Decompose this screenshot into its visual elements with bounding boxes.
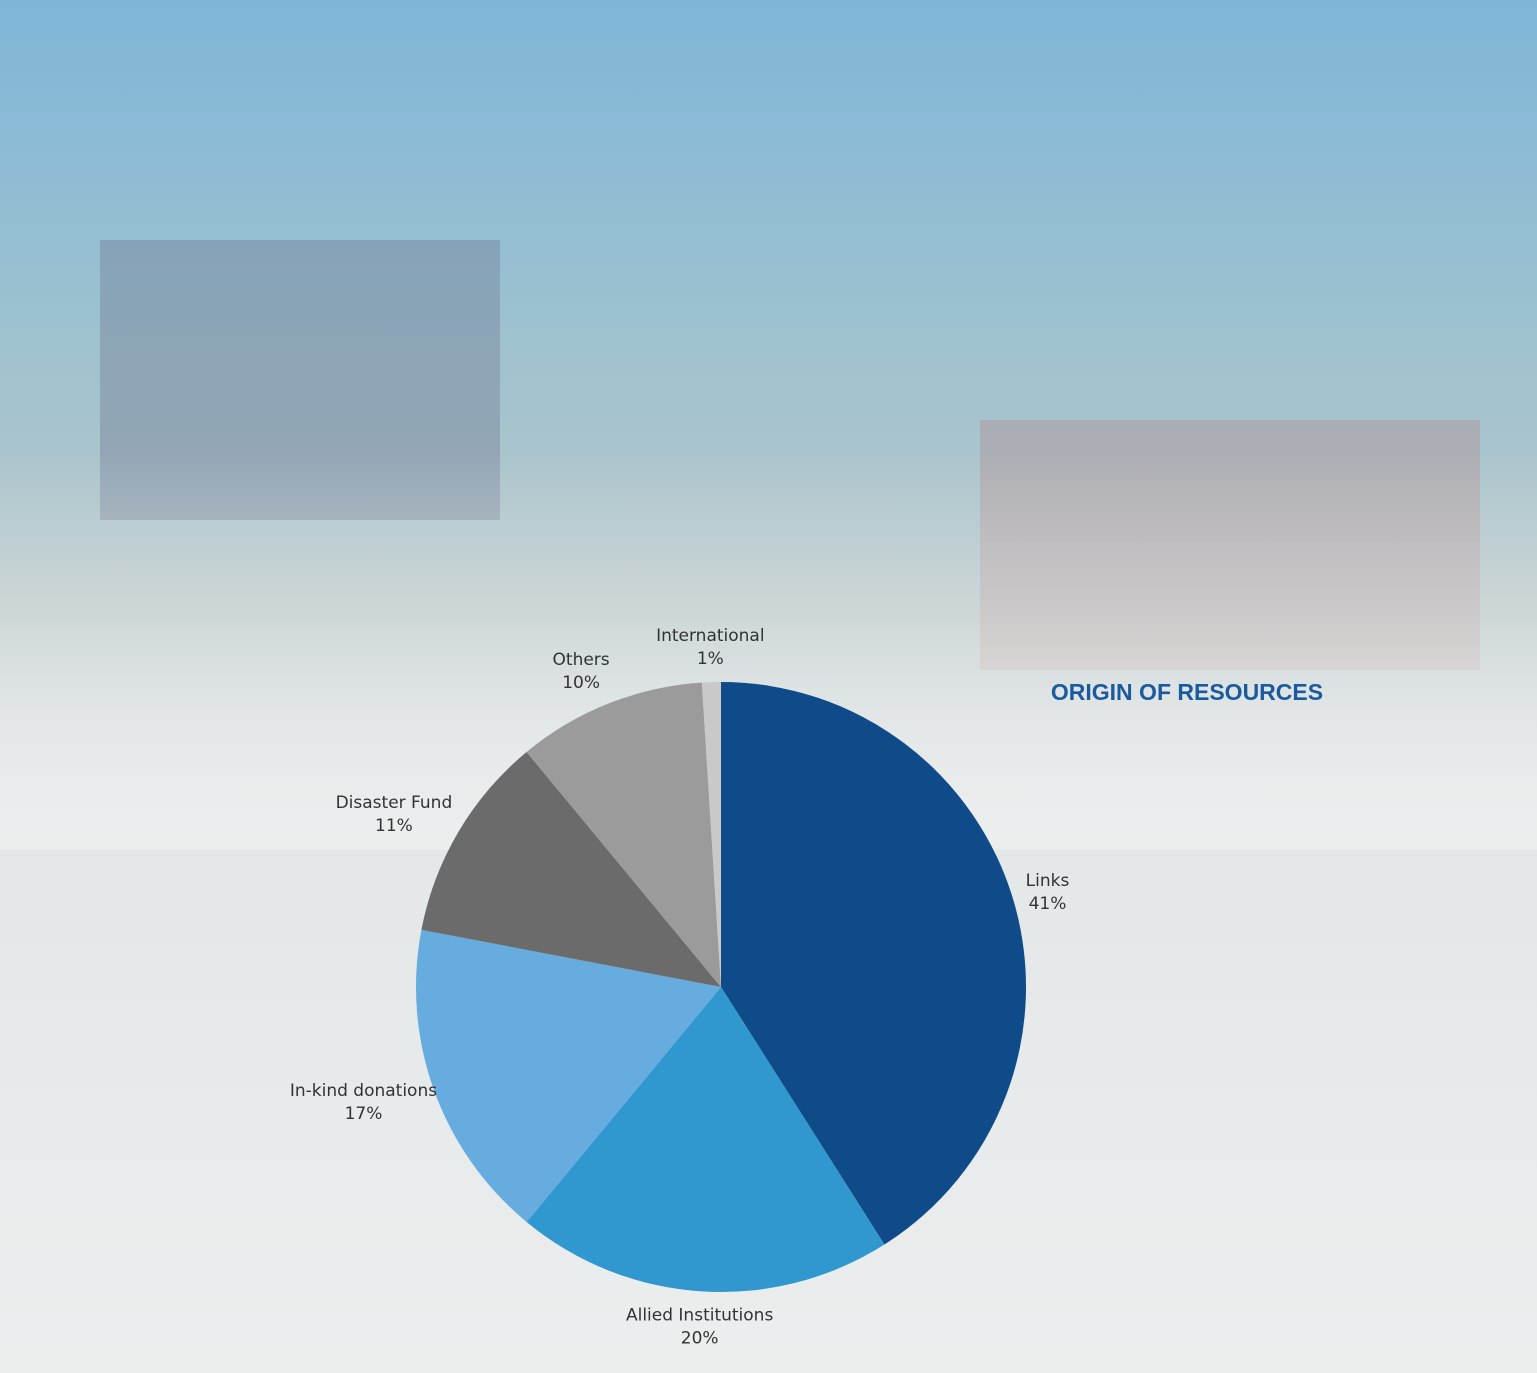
pie-slice (701, 682, 721, 987)
slice-label: Disaster Fund (336, 793, 453, 813)
pie-slice (415, 929, 721, 1223)
pie-slice (721, 682, 1026, 1245)
slice-value-label: 17% (345, 1104, 383, 1124)
slice-label: International (656, 626, 765, 646)
slice-value-label: 1% (697, 649, 724, 669)
slice-label: Links (1026, 871, 1070, 891)
slice-value-label: 11% (375, 816, 413, 836)
slice-label: Allied Institutions (626, 1305, 773, 1325)
slice-value-label: 20% (681, 1328, 719, 1348)
slice-label: Others (553, 650, 610, 670)
slice-value-label: 41% (1029, 894, 1067, 914)
slice-value-label: 10% (562, 673, 600, 693)
chart-title: ORIGIN OF RESOURCES (1051, 679, 1323, 705)
slice-label: In-kind donations (290, 1081, 437, 1101)
pie: Links 41% Allied Institutions 20% In-kind do… (290, 626, 1070, 1348)
pie-slice (421, 751, 721, 987)
pie-slice (526, 682, 721, 987)
pie-slice (526, 987, 885, 1292)
